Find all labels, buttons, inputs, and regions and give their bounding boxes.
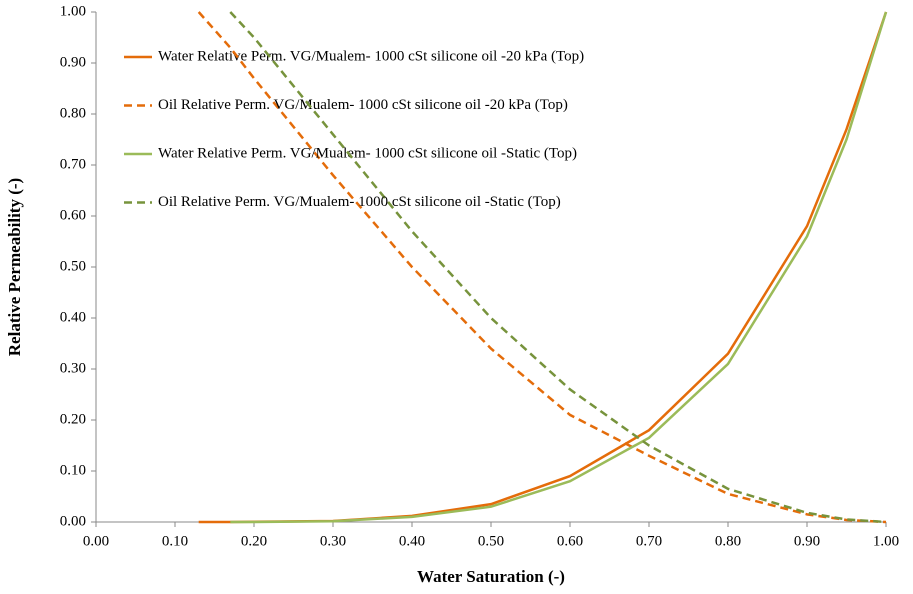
x-tick-label: 0.50 bbox=[478, 533, 504, 549]
x-tick-label: 0.70 bbox=[636, 533, 662, 549]
y-tick-label: 0.80 bbox=[60, 105, 86, 121]
series-line bbox=[229, 11, 887, 524]
y-tick-label: 0.90 bbox=[60, 54, 86, 70]
y-tick-label: 0.50 bbox=[60, 258, 86, 274]
y-tick-label: 1.00 bbox=[60, 3, 86, 19]
x-tick-label: 0.10 bbox=[162, 533, 188, 549]
legend-label: Water Relative Perm. VG/Mualem- 1000 cSt… bbox=[158, 48, 584, 64]
x-tick-label: 0.80 bbox=[715, 533, 741, 549]
legend-label: Oil Relative Perm. VG/Mualem- 1000 cSt s… bbox=[158, 194, 561, 210]
series-line bbox=[197, 11, 887, 524]
legend-label: Oil Relative Perm. VG/Mualem- 1000 cSt s… bbox=[158, 97, 568, 113]
series-line bbox=[198, 11, 888, 524]
y-tick-label: 0.70 bbox=[60, 156, 86, 172]
x-axis-title: Water Saturation (-) bbox=[417, 567, 565, 586]
x-tick-label: 0.00 bbox=[83, 533, 109, 549]
x-tick-label: 0.60 bbox=[557, 533, 583, 549]
series-line bbox=[230, 11, 888, 524]
y-tick-label: 0.40 bbox=[60, 309, 86, 325]
y-tick-label: 0.10 bbox=[60, 462, 86, 478]
x-tick-label: 0.20 bbox=[241, 533, 267, 549]
x-tick-label: 0.40 bbox=[399, 533, 425, 549]
x-tick-label: 0.30 bbox=[320, 533, 346, 549]
y-tick-label: 0.20 bbox=[60, 411, 86, 427]
y-tick-label: 0.60 bbox=[60, 207, 86, 223]
x-tick-label: 1.00 bbox=[873, 533, 899, 549]
y-tick-label: 0.00 bbox=[60, 513, 86, 529]
legend-label: Water Relative Perm. VG/Mualem- 1000 cSt… bbox=[158, 145, 577, 161]
y-axis-title: Relative Permeability (-) bbox=[5, 178, 24, 356]
x-tick-label: 0.90 bbox=[794, 533, 820, 549]
y-tick-label: 0.30 bbox=[60, 360, 86, 376]
